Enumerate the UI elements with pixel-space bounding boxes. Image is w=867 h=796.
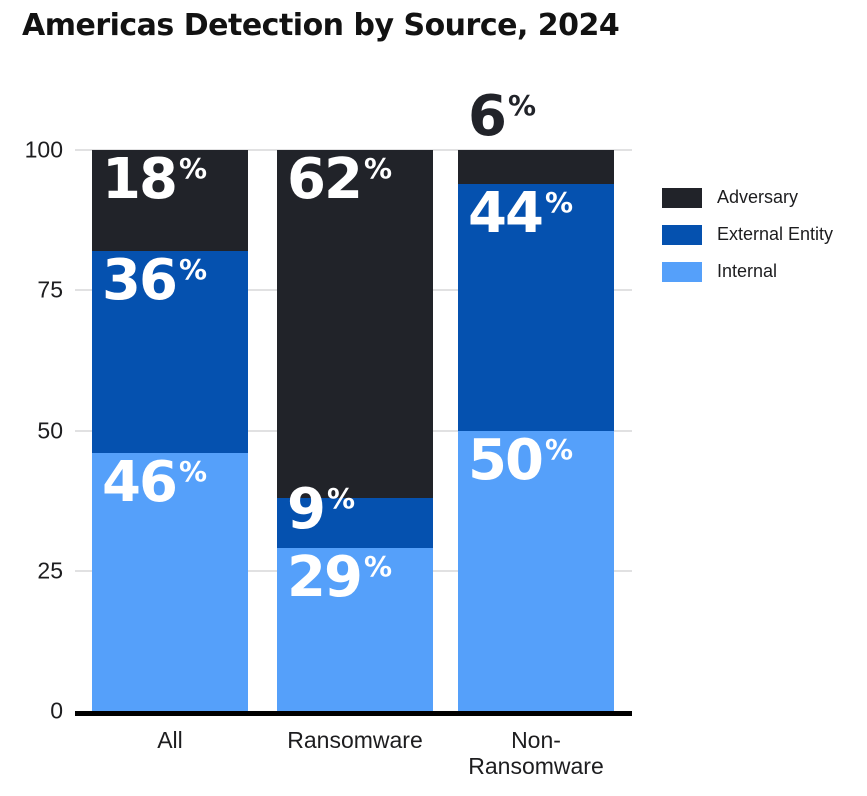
percent-sign: % — [178, 152, 207, 186]
legend-item-adversary: Adversary — [662, 187, 833, 208]
x-axis-label-all: All — [157, 727, 183, 753]
y-axis-tick-label: 75 — [37, 276, 63, 303]
percent-sign: % — [178, 253, 207, 286]
percent-sign: % — [544, 432, 573, 466]
segment-value: 44 — [468, 180, 544, 246]
y-axis-tick-label: 100 — [24, 136, 63, 163]
segment-value: 18 — [102, 147, 178, 213]
gridline-100 — [75, 149, 632, 151]
bar-segment-internal: 29% — [277, 548, 433, 711]
bar-non-ransomware: 50% 44% 6% — [458, 88, 614, 711]
bar-segment-adversary: 18% — [92, 150, 248, 251]
percent-sign: % — [544, 185, 573, 219]
legend-swatch-internal — [662, 261, 702, 282]
segment-value-label: 62% — [287, 147, 392, 213]
plot-area: 46% 36% 18% All 29% 9% 62% Ransomware 50% 44% 6% No… — [75, 88, 632, 779]
segment-value-label: 29% — [287, 545, 392, 611]
bar-segment-internal: 50% — [458, 427, 614, 711]
segment-value: 46 — [102, 449, 178, 515]
y-axis-tick-label: 50 — [37, 417, 63, 443]
bar-segment-external-entity: 9% — [277, 482, 433, 549]
segment-value-label: 50% — [468, 427, 573, 493]
legend-label: Internal — [717, 261, 778, 281]
y-axis-tick-label: 0 — [50, 697, 63, 724]
segment-value-label: 9% — [287, 476, 356, 542]
segment-value-label: 6% — [468, 83, 537, 149]
percent-sign: % — [363, 152, 392, 186]
segment-value: 36 — [102, 248, 178, 313]
percent-sign: % — [363, 550, 392, 584]
segment-value: 62 — [287, 147, 363, 213]
bar-segment-adversary: 62% — [277, 150, 433, 498]
legend-swatch-adversary — [662, 187, 702, 208]
segment-value: 50 — [468, 427, 544, 493]
x-axis-label-non-ransomware: Non-Ransomware — [468, 727, 604, 780]
bar-segment-external-entity: 44% — [458, 180, 614, 431]
percent-sign: % — [507, 88, 537, 122]
segment-value-label: 18% — [102, 147, 207, 213]
x-axis-label-ransomware: Ransomware — [287, 727, 423, 753]
bar-ransomware: 29% 9% 62% — [277, 150, 433, 711]
legend: Adversary External Entity Internal — [662, 187, 833, 298]
bar-segment-internal: 46% — [92, 449, 248, 711]
chart-title: Americas Detection by Source, 2024 — [22, 8, 620, 43]
legend-swatch-external-entity — [662, 224, 702, 245]
y-axis: 0 25 50 75 100 — [0, 137, 63, 724]
legend-label: External Entity — [717, 224, 834, 244]
segment-value: 6 — [468, 83, 507, 149]
segment-value: 29 — [287, 545, 363, 611]
bar-all: 46% 36% 18% — [92, 150, 248, 711]
segment-value-label: 36% — [102, 248, 207, 313]
bar-segment-adversary: 6% — [458, 88, 614, 184]
legend-item-external-entity: External Entity — [662, 224, 833, 245]
percent-sign: % — [178, 454, 207, 488]
percent-sign: % — [326, 481, 356, 515]
legend-label: Adversary — [717, 187, 799, 207]
legend-item-internal: Internal — [662, 261, 833, 282]
y-axis-tick-label: 25 — [37, 557, 63, 584]
bar-segment-external-entity: 36% — [92, 251, 248, 453]
segment-value: 9 — [287, 476, 326, 542]
segment-value-label: 44% — [468, 180, 573, 246]
segment-value-label: 46% — [102, 449, 207, 515]
